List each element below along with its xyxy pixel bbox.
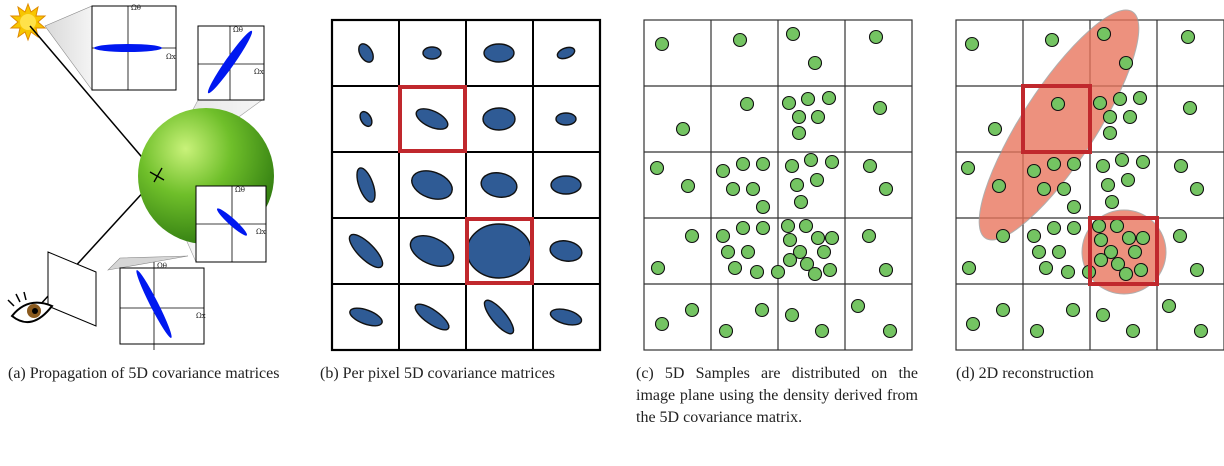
inset-mid-y-label: Ωθ	[235, 186, 245, 194]
caption-a: (a) Propagation of 5D covariance matrice…	[8, 365, 280, 382]
highlight-box-large	[465, 217, 534, 285]
inset-bottom: Ωθ Ωx	[119, 262, 206, 350]
sun-icon	[9, 2, 47, 42]
cone-top	[44, 5, 93, 91]
inset-mid: Ωθ Ωx	[195, 185, 267, 263]
panel-a: Ωθ Ωx Ωθ Ωx Ωθ Ωx Ωθ Ωx	[7, 2, 274, 350]
caption-d: (d) 2D reconstruction	[956, 365, 1094, 382]
caption-b: (b) Per pixel 5D covariance matrices	[320, 365, 556, 382]
inset-top-y-label: Ωθ	[131, 4, 141, 12]
light-ray	[29, 25, 159, 177]
highlight-box-small	[398, 85, 467, 153]
inset-bottom-y-label: Ωθ	[157, 262, 167, 270]
panel-d-samples	[960, 26, 1209, 339]
inset-right: Ωθ Ωx	[197, 25, 265, 101]
image-plane	[47, 251, 97, 327]
highlight-box-large-d	[1088, 216, 1159, 286]
inset-mid-x-label: Ωx	[256, 228, 266, 236]
inset-top-x-label: Ωx	[166, 53, 176, 61]
eye-icon	[7, 291, 54, 324]
inset-right-y-label: Ωθ	[233, 26, 243, 34]
panel-b-ellipses	[348, 43, 583, 335]
inset-top: Ωθ Ωx	[91, 4, 177, 91]
inset-bottom-x-label: Ωx	[196, 312, 206, 320]
inset-right-x-label: Ωx	[254, 68, 264, 76]
highlight-box-small-d	[1021, 84, 1092, 154]
panel-c-samples	[649, 26, 898, 339]
cone-bot	[107, 255, 189, 271]
caption-c: (c) 5D Samples are distributed on the im…	[636, 365, 918, 426]
figure-canvas: Ωθ Ωx Ωθ Ωx Ωθ Ωx Ωθ Ωx	[7, 2, 1224, 352]
